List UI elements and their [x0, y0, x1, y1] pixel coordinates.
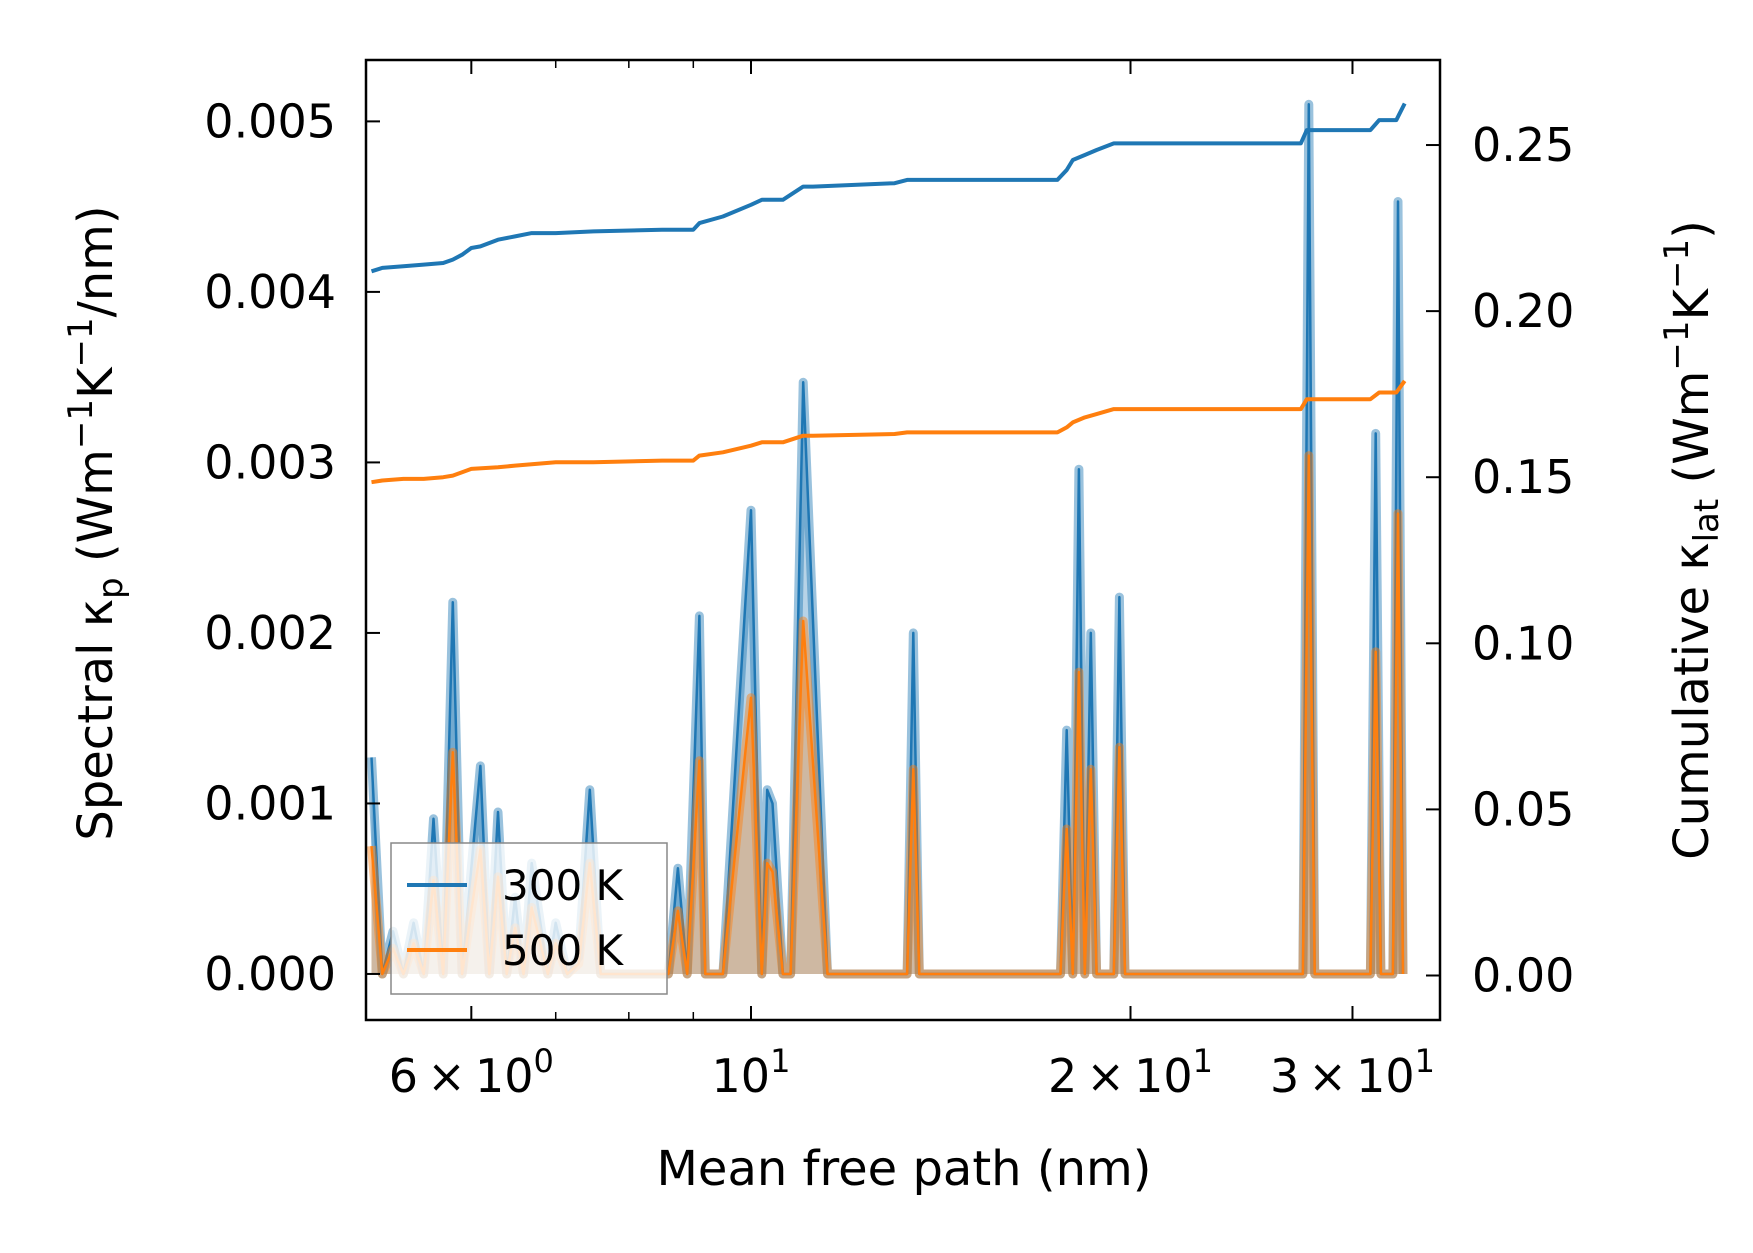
left-title-unit-3: K: [68, 366, 124, 399]
x-tick-mantissa: 2 × 10: [1048, 1049, 1193, 1103]
right-tick-label: 0.05: [1472, 782, 1574, 836]
left-title-unit-1: (Wm: [68, 449, 124, 577]
left-tick-label: 0.001: [204, 776, 336, 830]
left-tick-label: 0.000: [204, 947, 336, 1001]
left-tick-label: 0.003: [204, 435, 336, 489]
x-tick-exponent: 0: [534, 1042, 554, 1080]
left-tick-label: 0.005: [204, 94, 336, 148]
right-tick-label: 0.25: [1472, 118, 1574, 172]
right-title-prefix: Cumulative κ: [1664, 542, 1720, 860]
svg-text:Cumulative κlat (Wm−1K−1): Cumulative κlat (Wm−1K−1): [1657, 220, 1727, 860]
right-tick-label: 0.00: [1472, 948, 1574, 1002]
x-tick-mantissa: 6 × 10: [389, 1049, 534, 1103]
left-axis-ticks: 0.000 0.001 0.002 0.003 0.004 0.005: [204, 94, 380, 1001]
legend-label-300k: 300 K: [502, 861, 625, 910]
left-tick-label: 0.002: [204, 606, 336, 660]
left-title-unit-5: /nm): [68, 205, 124, 317]
x-tick-mantissa: 3 × 10: [1270, 1049, 1415, 1103]
left-title-unit-2: −1: [61, 399, 101, 449]
x-tick-label: 3 × 101: [1270, 1042, 1435, 1103]
right-title-unit-5: ): [1664, 220, 1720, 239]
cumulative-line-500k: [371, 379, 1407, 485]
right-title-sub: lat: [1687, 499, 1727, 543]
right-tick-label: 0.20: [1472, 284, 1574, 338]
x-tick-label: 2 × 101: [1048, 1042, 1213, 1103]
legend-frame: [390, 842, 668, 995]
x-tick-exponent: 1: [770, 1042, 790, 1080]
left-axis-title: Spectral κp (Wm−1K−1/nm): [61, 205, 131, 840]
legend[interactable]: 300 K 500 K: [390, 842, 668, 995]
x-axis-title: Mean free path (nm): [657, 1141, 1152, 1197]
right-tick-label: 0.10: [1472, 616, 1574, 670]
axes-frame: [364, 58, 1442, 1022]
right-tick-label: 0.15: [1472, 450, 1574, 504]
legend-label-500k: 500 K: [502, 926, 625, 975]
right-title-unit-4: −1: [1657, 239, 1697, 289]
left-title-unit-4: −1: [61, 317, 101, 367]
right-title-unit-2: −1: [1657, 320, 1697, 370]
x-tick-exponent: 1: [1415, 1042, 1435, 1080]
x-tick-label: 101: [712, 1042, 791, 1103]
axes: [364, 58, 1442, 1022]
right-axis-title: Cumulative κlat (Wm−1K−1): [1657, 220, 1727, 860]
x-tick-mantissa: 10: [712, 1049, 771, 1103]
cumulative-line-300k: [370, 102, 1407, 274]
right-title-unit-1: (Wm: [1664, 371, 1720, 499]
x-tick-label: 6 × 100: [389, 1042, 554, 1103]
x-tick-exponent: 1: [1193, 1042, 1213, 1080]
svg-text:Spectral κp (Wm−1K−1/nm): Spectral κp (Wm−1K−1/nm): [61, 205, 131, 840]
left-title-prefix: Spectral κ: [68, 599, 124, 841]
right-axis-ticks: 0.00 0.05 0.10 0.15 0.20 0.25: [1426, 118, 1574, 1002]
left-tick-label: 0.004: [204, 265, 336, 319]
right-title-unit-3: K: [1664, 287, 1720, 320]
left-title-sub: p: [91, 577, 131, 599]
x-axis-ticks: 6 × 100 101 2 × 101 3 × 101: [389, 60, 1435, 1103]
